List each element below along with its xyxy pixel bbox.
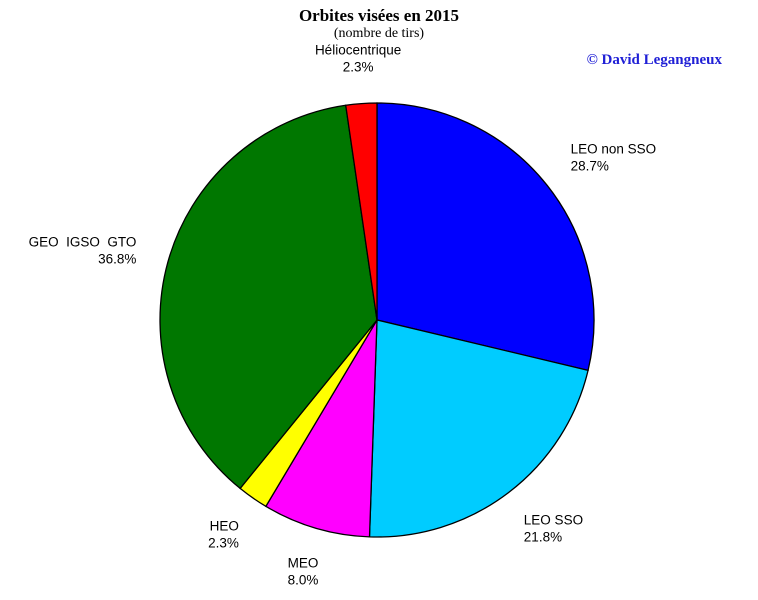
slice-label: MEO (288, 555, 319, 570)
slice-percent-label: 8.0% (288, 572, 319, 587)
copyright-notice: © David Legangneux (586, 52, 722, 68)
pie-labels: LEO non SSO 28.7% LEO SSO 21.8% MEO 8.0% HEO 2.… (29, 43, 657, 588)
pie-slices (159, 102, 595, 538)
slice-percent-label: 28.7% (571, 159, 609, 174)
slice-label: GEO IGSO GTO (29, 234, 137, 249)
slice-percent-label: 21.8% (524, 529, 562, 544)
pie-slice-geo-igso-gto (159, 104, 378, 490)
pie-slice-leo-sso (368, 319, 589, 538)
slice-percent-label: 36.8% (98, 251, 136, 266)
slice-percent-label: 2.3% (343, 60, 374, 75)
slice-percent-label: 2.3% (208, 536, 239, 551)
pie-slice-meo (264, 319, 378, 538)
pie-slice-leo-non-sso (376, 102, 595, 372)
slice-label: LEO SSO (524, 512, 583, 527)
slice-label: LEO non SSO (571, 142, 657, 157)
chart-title: Orbites visées en 2015 (298, 6, 460, 25)
slice-label: HEO (210, 519, 239, 534)
chart-subtitle: (nombre de tirs) (333, 26, 425, 41)
slice-label: Héliocentrique (315, 43, 401, 58)
pie-slice-h-liocentrique (344, 102, 378, 321)
